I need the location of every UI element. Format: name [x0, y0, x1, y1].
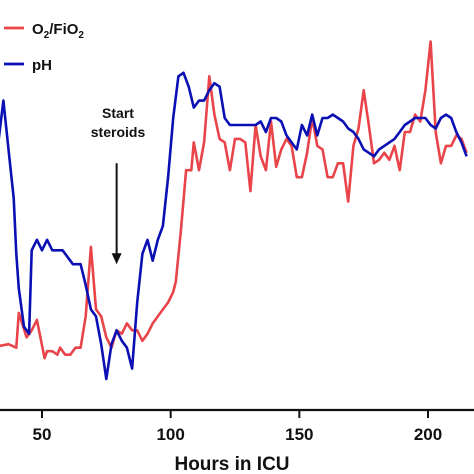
- annotation-line-2: steroids: [91, 124, 146, 140]
- series-line-ph: [0, 71, 468, 381]
- series-line-o2fio2: [0, 40, 468, 360]
- x-tick-label: 200: [414, 425, 442, 444]
- start-steroids-annotation: Start steroids: [91, 105, 146, 265]
- plot-area: [0, 40, 468, 381]
- x-axis-ticks: 50 100 150 200: [33, 410, 442, 444]
- x-tick-label: 150: [285, 425, 313, 444]
- x-axis-title: Hours in ICU: [174, 454, 289, 474]
- legend-label-ph: pH: [32, 57, 52, 74]
- annotation-line-1: Start: [102, 105, 134, 121]
- legend: O2/FiO2 pH: [4, 21, 84, 74]
- annotation-arrow-head: [111, 253, 122, 265]
- legend-label-o2fio2: O2/FiO2: [32, 21, 84, 41]
- x-tick-label: 100: [156, 425, 184, 444]
- x-tick-label: 50: [33, 425, 52, 444]
